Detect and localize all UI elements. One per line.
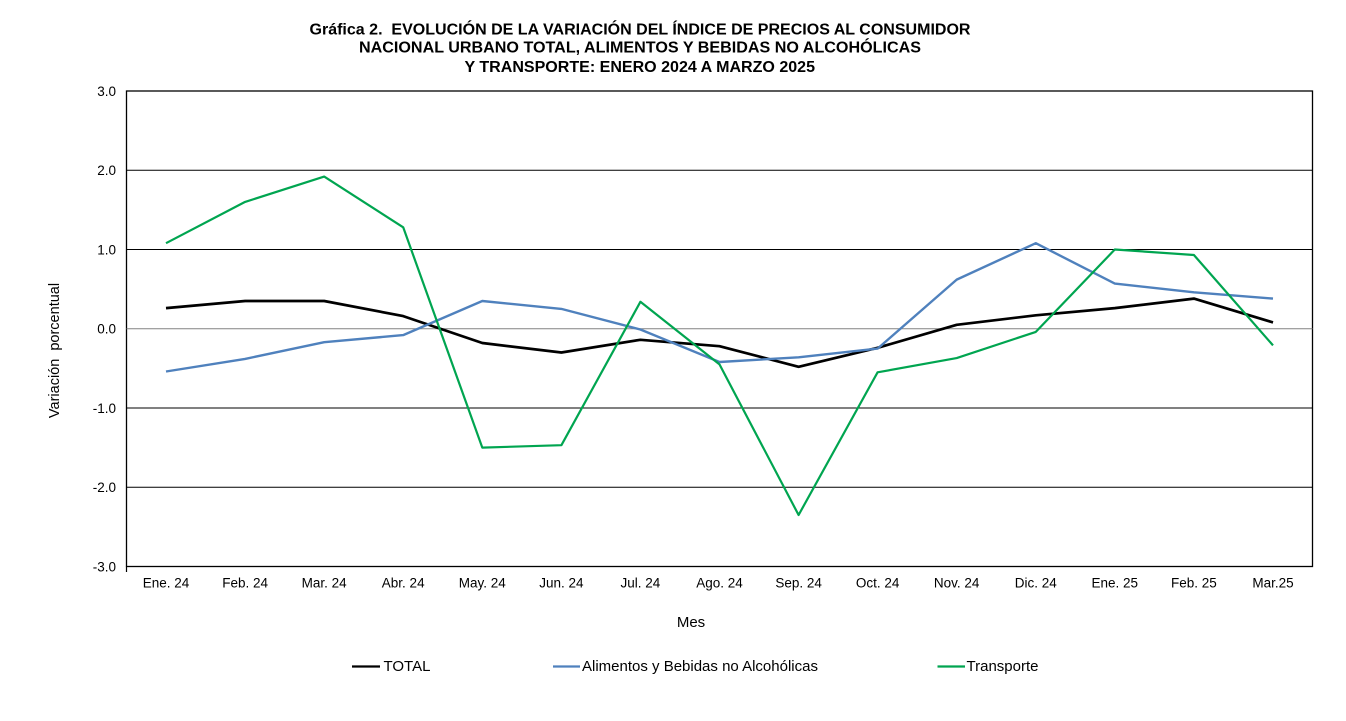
svg-text:Gráfica 2. EVOLUCIÓN DE LA VA: Gráfica 2. EVOLUCIÓN DE LA VARIACIÓN DEL… <box>310 19 972 38</box>
svg-text:-3.0: -3.0 <box>93 559 116 574</box>
svg-text:Ago. 24: Ago. 24 <box>696 576 743 591</box>
svg-text:3.0: 3.0 <box>97 84 116 99</box>
svg-text:NACIONAL URBANO TOTAL, ALIMENT: NACIONAL URBANO TOTAL, ALIMENTOS Y BEBID… <box>359 38 921 57</box>
svg-text:Jun. 24: Jun. 24 <box>539 576 584 591</box>
svg-text:Nov. 24: Nov. 24 <box>934 576 980 591</box>
svg-text:Ene. 25: Ene. 25 <box>1092 576 1139 591</box>
svg-text:Feb. 25: Feb. 25 <box>1171 576 1217 591</box>
svg-text:-2.0: -2.0 <box>93 480 116 495</box>
svg-text:Jul. 24: Jul. 24 <box>621 576 661 591</box>
svg-text:2.0: 2.0 <box>97 163 116 178</box>
svg-text:Transporte: Transporte <box>967 658 1039 675</box>
svg-text:TOTAL: TOTAL <box>384 658 431 675</box>
svg-text:Ene. 24: Ene. 24 <box>143 576 190 591</box>
svg-text:Feb. 24: Feb. 24 <box>222 576 268 591</box>
svg-text:Alimentos y Bebidas no Alcohól: Alimentos y Bebidas no Alcohólicas <box>582 658 818 675</box>
svg-text:Oct. 24: Oct. 24 <box>856 576 900 591</box>
svg-text:Abr. 24: Abr. 24 <box>382 576 425 591</box>
svg-text:May. 24: May. 24 <box>459 576 507 591</box>
svg-text:Mes: Mes <box>677 614 705 631</box>
svg-text:Dic. 24: Dic. 24 <box>1015 576 1058 591</box>
svg-text:Variación porcentual: Variación porcentual <box>47 283 63 418</box>
svg-text:Y TRANSPORTE: ENERO 2024 A MAR: Y TRANSPORTE: ENERO 2024 A MARZO 2025 <box>465 59 816 76</box>
svg-text:Mar.25: Mar.25 <box>1252 576 1293 591</box>
svg-text:Mar. 24: Mar. 24 <box>302 576 348 591</box>
svg-text:0.0: 0.0 <box>97 322 116 337</box>
svg-text:-1.0: -1.0 <box>93 401 116 416</box>
svg-text:1.0: 1.0 <box>97 242 116 257</box>
svg-text:Sep. 24: Sep. 24 <box>775 576 822 591</box>
